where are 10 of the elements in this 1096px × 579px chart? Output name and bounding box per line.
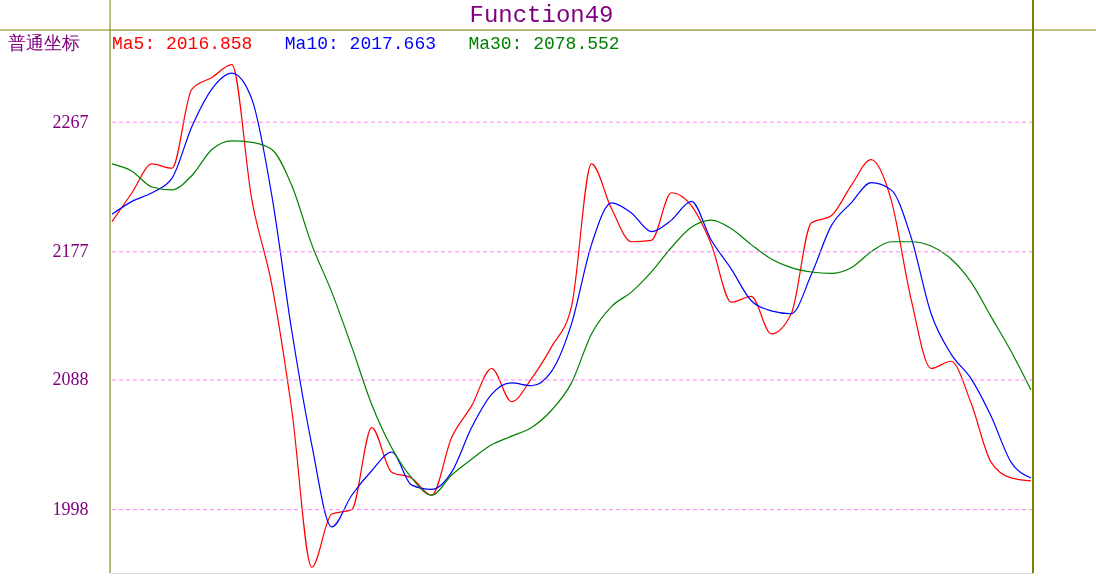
y-tick-label: 1998 (52, 499, 89, 520)
line-series (111, 140, 1032, 496)
text: Ma10: 2017.663 (284, 34, 437, 54)
y-tick-label: 2088 (52, 369, 89, 390)
y-tick-label: 2267 (52, 111, 89, 132)
y-tick-label: 2177 (52, 241, 89, 262)
text: Ma30: 2078.552 (468, 34, 620, 54)
series-label: Ma5: 2016.858 (112, 34, 253, 54)
text: 普通坐标 (8, 32, 80, 53)
chart-title: Function49 (469, 2, 614, 29)
